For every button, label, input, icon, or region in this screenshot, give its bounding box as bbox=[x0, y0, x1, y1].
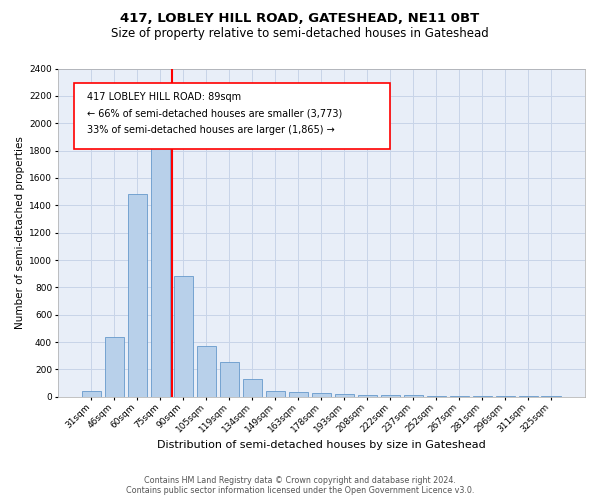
Bar bbox=[311, 394, 331, 397]
Bar bbox=[358, 395, 377, 397]
Bar bbox=[173, 276, 193, 397]
Bar bbox=[427, 396, 446, 397]
Bar bbox=[518, 396, 538, 397]
Y-axis label: Number of semi-detached properties: Number of semi-detached properties bbox=[15, 136, 25, 329]
Bar bbox=[128, 194, 147, 397]
Bar bbox=[197, 346, 216, 397]
X-axis label: Distribution of semi-detached houses by size in Gateshead: Distribution of semi-detached houses by … bbox=[157, 440, 486, 450]
Bar bbox=[449, 396, 469, 397]
Bar bbox=[335, 394, 354, 397]
Bar bbox=[151, 98, 170, 397]
Bar bbox=[266, 392, 285, 397]
Bar bbox=[496, 396, 515, 397]
Text: ← 66% of semi-detached houses are smaller (3,773): ← 66% of semi-detached houses are smalle… bbox=[87, 109, 342, 119]
Bar bbox=[74, 84, 390, 149]
Bar bbox=[242, 379, 262, 397]
Text: 417, LOBLEY HILL ROAD, GATESHEAD, NE11 0BT: 417, LOBLEY HILL ROAD, GATESHEAD, NE11 0… bbox=[121, 12, 479, 26]
Bar bbox=[104, 336, 124, 397]
Bar bbox=[82, 392, 101, 397]
Bar bbox=[220, 362, 239, 397]
Text: Contains HM Land Registry data © Crown copyright and database right 2024.: Contains HM Land Registry data © Crown c… bbox=[144, 476, 456, 485]
Bar bbox=[380, 395, 400, 397]
Text: 33% of semi-detached houses are larger (1,865) →: 33% of semi-detached houses are larger (… bbox=[87, 126, 334, 136]
Text: Size of property relative to semi-detached houses in Gateshead: Size of property relative to semi-detach… bbox=[111, 28, 489, 40]
Bar bbox=[289, 392, 308, 397]
Bar bbox=[473, 396, 492, 397]
Bar bbox=[404, 395, 423, 397]
Text: Contains public sector information licensed under the Open Government Licence v3: Contains public sector information licen… bbox=[126, 486, 474, 495]
Text: 417 LOBLEY HILL ROAD: 89sqm: 417 LOBLEY HILL ROAD: 89sqm bbox=[87, 92, 241, 102]
Bar bbox=[541, 396, 561, 397]
